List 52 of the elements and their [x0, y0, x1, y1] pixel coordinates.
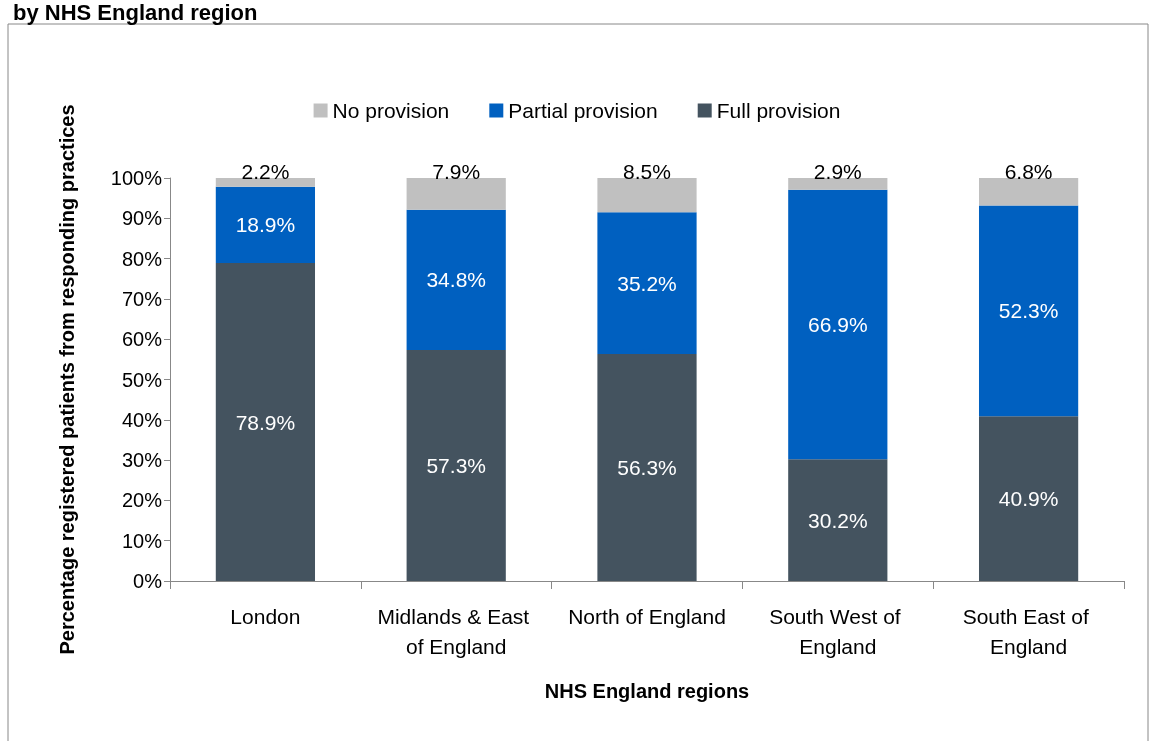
- data-label: 66.9%: [808, 312, 868, 336]
- bar: [978, 178, 1079, 206]
- data-label: 8.5%: [623, 160, 671, 183]
- bar: [978, 205, 1079, 417]
- bar: [978, 416, 1079, 581]
- x-axis-title: NHS England regions: [544, 680, 750, 702]
- y-tick-label: 20%: [121, 489, 163, 512]
- bar: [788, 189, 888, 460]
- bar: [406, 209, 506, 351]
- legend-label: No provision: [332, 99, 450, 122]
- data-label: 40.9%: [998, 487, 1059, 511]
- x-tick-label: South West of England: [769, 604, 907, 658]
- data-label: 2.9%: [813, 160, 862, 183]
- data-label: 30.2%: [808, 508, 868, 532]
- y-tick-label: 70%: [121, 287, 163, 310]
- y-tick-label: 100%: [110, 167, 163, 189]
- data-label: 34.8%: [426, 268, 486, 292]
- x-tick-label: Midlands & East of England: [377, 604, 535, 658]
- y-tick-label: 0%: [133, 570, 163, 592]
- data-label: 56.3%: [617, 456, 677, 480]
- y-tick-label: 50%: [121, 368, 163, 391]
- bar: [788, 178, 888, 190]
- bar: [788, 459, 888, 581]
- data-label: 18.9%: [235, 213, 296, 237]
- y-tick-label: 40%: [121, 408, 163, 431]
- data-label: 6.8%: [1004, 160, 1053, 183]
- x-tick-label: South East of England: [962, 604, 1095, 658]
- bar: [597, 212, 697, 355]
- y-tick-label: 10%: [121, 529, 163, 552]
- data-label: 35.2%: [617, 271, 677, 295]
- data-label: 7.9%: [432, 160, 481, 183]
- data-label: 57.3%: [426, 454, 486, 478]
- y-tick-label: 60%: [121, 328, 163, 351]
- bar: [597, 178, 697, 213]
- y-tick-label: 30%: [121, 449, 163, 472]
- data-label: 78.9%: [235, 410, 296, 434]
- bar: [406, 350, 506, 581]
- legend-label: Full provision: [716, 99, 841, 122]
- x-tick-label: North of England: [568, 604, 726, 628]
- data-label: 52.3%: [998, 299, 1059, 323]
- bar: [215, 178, 316, 187]
- bar: [215, 186, 316, 264]
- bar: [215, 263, 316, 581]
- data-label: 2.2%: [241, 160, 290, 183]
- y-tick-label: 90%: [121, 207, 163, 230]
- y-axis-title: Percentage registered patients from responding practices: [56, 104, 78, 655]
- y-tick-label: 80%: [121, 247, 163, 270]
- legend-label: Partial provision: [508, 99, 658, 122]
- chart-title: by NHS England region: [13, 0, 258, 25]
- bar: [406, 178, 506, 210]
- bar: [597, 354, 697, 581]
- x-tick-label: London: [230, 604, 301, 628]
